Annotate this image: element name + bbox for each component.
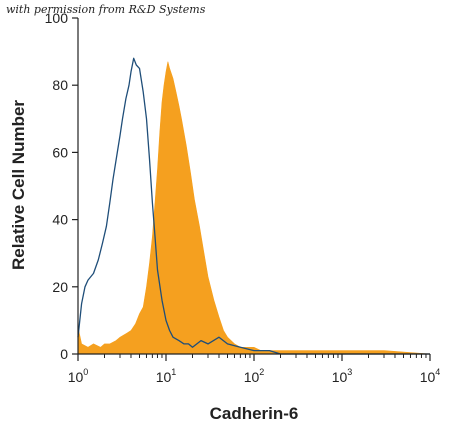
y-tick-label: 0 (60, 346, 68, 362)
control-histogram-line (77, 57, 430, 355)
plot-layer (77, 57, 431, 355)
watermark-text: with permission from R&D Systems (6, 3, 206, 16)
y-tick-label: 100 (45, 10, 69, 26)
y-axis-label: Relative Cell Number (9, 100, 28, 270)
x-tick-label: 103 (332, 367, 353, 385)
y-tick-label: 40 (52, 212, 68, 228)
x-tick-label: 101 (156, 367, 177, 385)
y-tick-label: 20 (52, 279, 68, 295)
stained-histogram (77, 61, 431, 355)
x-tick-label: 104 (420, 367, 441, 385)
axes: 0 20 40 60 80 100 100 101 102 103 104 (45, 10, 441, 385)
y-tick-label: 80 (52, 77, 68, 93)
x-tick-label: 102 (244, 367, 265, 385)
x-tick-label: 100 (68, 367, 89, 385)
x-axis-label: Cadherin-6 (210, 404, 299, 423)
y-tick-label: 60 (52, 144, 68, 160)
